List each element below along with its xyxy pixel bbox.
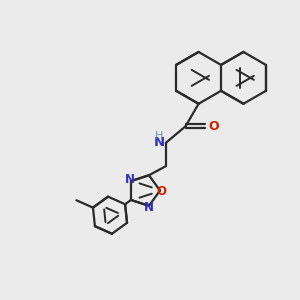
Text: N: N	[125, 173, 135, 186]
Text: H: H	[155, 131, 164, 141]
Text: N: N	[154, 136, 165, 149]
Text: O: O	[208, 120, 219, 133]
Text: O: O	[157, 185, 167, 198]
Text: N: N	[144, 201, 154, 214]
